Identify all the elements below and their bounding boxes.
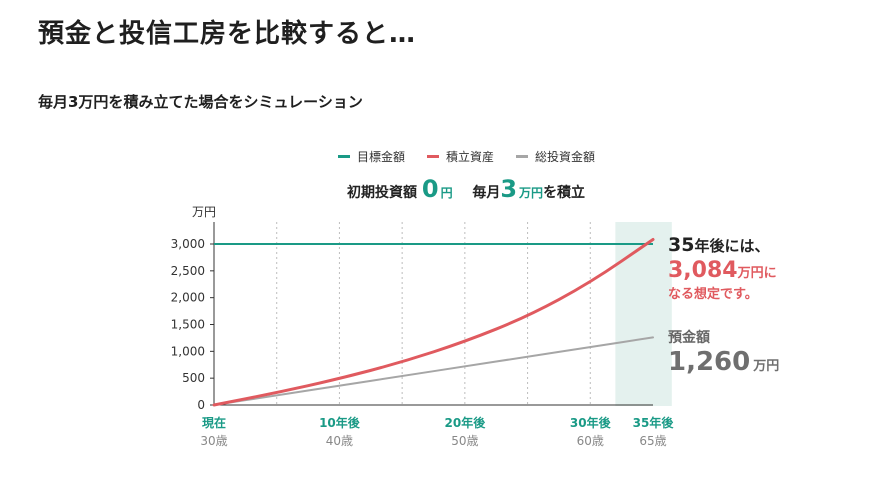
legend-item-asset: 積立資産 [427, 148, 494, 165]
monthly-unit: 万円 [519, 186, 544, 200]
x-tick-bottom-4: 65歳 [639, 434, 666, 448]
initial-investment-value: 0 [421, 175, 439, 203]
result-unit: 万円に [737, 266, 777, 281]
series-line-2 [213, 336, 654, 406]
legend-swatch-asset [427, 155, 440, 158]
result-value: 3,084 [668, 258, 738, 283]
legend-item-target: 目標金額 [338, 148, 405, 165]
deposit-unit: 万円 [753, 359, 780, 374]
y-tick-label-1: 500 [182, 371, 205, 385]
monthly-label: 毎月 [472, 185, 501, 201]
y-tick-label-5: 2,500 [171, 264, 205, 278]
monthly-value: 3 [500, 175, 518, 203]
legend-swatch-invested [516, 155, 529, 158]
y-tick-label-2: 1,000 [171, 344, 205, 358]
y-tick-label-4: 2,000 [171, 291, 205, 305]
result-years-suffix: 年後には、 [694, 237, 770, 255]
x-tick-top-3: 30年後 [570, 415, 612, 430]
deposit-value: 1,260 [668, 347, 751, 377]
chart-legend: 目標金額 積立資産 総投資金額 [338, 148, 595, 165]
highlight-band [615, 222, 672, 406]
y-tick-label-6: 3,000 [171, 237, 205, 251]
initial-investment-label: 初期投資額 [347, 185, 417, 201]
deposit-annotation: 預金額 1,260 万円 [668, 327, 779, 377]
page-title: 預金と投信工房を比較すると… [38, 19, 417, 49]
x-tick-top-2: 20年後 [445, 415, 487, 430]
legend-item-invested: 総投資金額 [516, 148, 595, 165]
result-tail: なる想定です。 [668, 287, 758, 302]
x-tick-bottom-0: 30歳 [200, 434, 227, 448]
result-annotation: 35年後には、 3,084万円に なる想定です。 [668, 234, 777, 302]
y-axis-unit: 万円 [192, 205, 216, 219]
legend-label-invested: 総投資金額 [535, 150, 596, 164]
series-line-1 [212, 237, 655, 407]
y-tick-label-0: 0 [197, 398, 205, 412]
legend-label-target: 目標金額 [357, 150, 406, 164]
result-years: 35 [668, 234, 695, 256]
deposit-label: 預金額 [668, 330, 710, 346]
legend-label-asset: 積立資産 [446, 150, 495, 164]
x-tick-bottom-2: 50歳 [451, 434, 478, 448]
page-subtitle: 毎月3万円を積み立てた場合をシミュレーション [38, 93, 363, 111]
initial-investment-unit: 円 [440, 186, 453, 200]
x-tick-top-1: 10年後 [319, 415, 361, 430]
x-tick-bottom-1: 40歳 [326, 434, 353, 448]
x-tick-top-4: 35年後 [633, 415, 675, 430]
legend-swatch-target [338, 155, 350, 158]
x-tick-top-0: 現在 [202, 415, 226, 430]
monthly-suffix: を積立 [543, 185, 586, 201]
x-tick-bottom-3: 60歳 [577, 434, 604, 448]
y-tick-label-3: 1,500 [171, 318, 205, 332]
